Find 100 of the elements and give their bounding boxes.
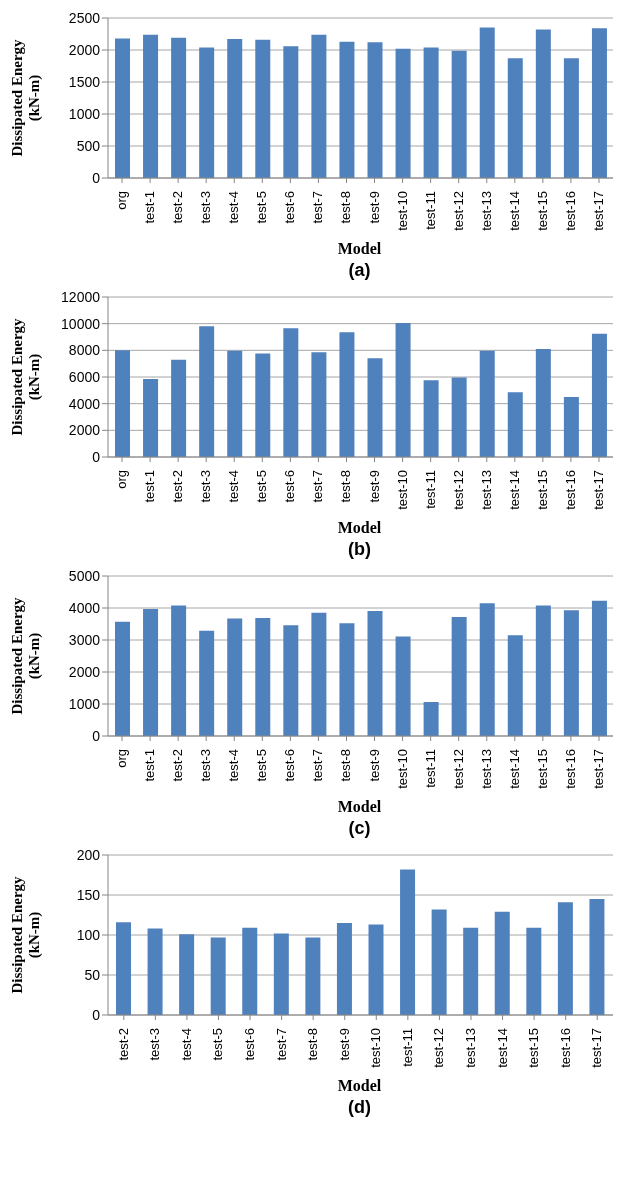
bar xyxy=(255,39,271,178)
x-tick-label: test-6 xyxy=(282,470,298,503)
x-tick-label: test-16 xyxy=(562,191,578,231)
bar xyxy=(589,899,605,1015)
bar xyxy=(451,377,467,457)
bar xyxy=(535,349,551,457)
bar xyxy=(535,29,551,178)
bar xyxy=(368,924,384,1015)
bar xyxy=(171,605,187,736)
bar xyxy=(526,927,542,1015)
y-tick-label: 12000 xyxy=(61,288,101,305)
text: (a) xyxy=(347,260,372,281)
bar xyxy=(227,39,243,178)
bar xyxy=(171,359,187,457)
y-tick-label: 2000 xyxy=(68,41,101,58)
bar xyxy=(143,34,159,178)
bar xyxy=(395,636,411,736)
bar xyxy=(563,397,579,457)
bar xyxy=(451,50,467,178)
x-tick-label: test-16 xyxy=(562,470,578,510)
text: (c) xyxy=(347,818,372,839)
x-tick-label: test-12 xyxy=(450,470,466,510)
x-tick-label: test-3 xyxy=(147,1028,163,1061)
bar xyxy=(494,911,510,1015)
bar xyxy=(227,618,243,736)
bar xyxy=(179,934,195,1015)
x-tick-label: test-4 xyxy=(226,470,242,503)
bar xyxy=(283,625,299,736)
x-tick-label: test-14 xyxy=(506,470,522,510)
x-tick-label: test-16 xyxy=(562,749,578,789)
y-tick-label: 50 xyxy=(84,966,101,983)
x-tick-label: test-9 xyxy=(366,191,382,224)
y-tick-label: 1000 xyxy=(68,105,101,122)
x-axis-title: Model xyxy=(336,1077,383,1095)
bar xyxy=(199,47,215,178)
x-tick-label: test-9 xyxy=(366,749,382,782)
x-tick-label: test-3 xyxy=(198,749,214,782)
text: (d) xyxy=(347,1097,372,1118)
x-tick-label: test-13 xyxy=(478,470,494,510)
bar xyxy=(563,610,579,736)
y-tick-label: 100 xyxy=(76,926,101,943)
y-tick-label: 150 xyxy=(76,886,101,903)
x-tick-label: test-15 xyxy=(534,749,550,789)
y-tick-label: 3000 xyxy=(68,631,101,648)
bar xyxy=(535,605,551,736)
x-tick-label: org xyxy=(114,470,130,489)
y-tick-label: 10000 xyxy=(61,315,101,332)
bar xyxy=(273,933,289,1015)
text: (b) xyxy=(347,539,372,560)
y-tick-label: 500 xyxy=(76,137,101,154)
x-tick-label: test-15 xyxy=(526,1028,542,1068)
x-tick-label: test-14 xyxy=(494,1028,510,1068)
y-tick-label: 2500 xyxy=(68,9,101,26)
x-tick-label: test-4 xyxy=(226,191,242,224)
x-tick-label: test-10 xyxy=(394,470,410,510)
y-axis-title: Dissipated Energy (kN-m) xyxy=(9,875,43,994)
bar xyxy=(591,333,607,457)
y-tick-label: 0 xyxy=(92,169,101,186)
x-tick-label: test-1 xyxy=(142,470,158,503)
x-tick-label: test-14 xyxy=(506,191,522,231)
bar xyxy=(116,922,131,1015)
x-tick-label: test-15 xyxy=(534,470,550,510)
y-tick-label: 0 xyxy=(92,448,101,465)
y-axis-title: Dissipated Energy (kN-m) xyxy=(9,596,43,715)
y-tick-label: 0 xyxy=(92,1006,101,1023)
bar xyxy=(147,928,163,1015)
bar xyxy=(339,41,355,178)
y-tick-label: 4000 xyxy=(68,395,101,412)
x-tick-label: test-3 xyxy=(198,470,214,503)
x-tick-label: org xyxy=(114,191,130,210)
x-tick-label: test-17 xyxy=(589,1028,605,1068)
bar xyxy=(423,380,439,457)
x-tick-label: test-17 xyxy=(590,749,606,789)
y-tick-label: 4000 xyxy=(68,599,101,616)
bar xyxy=(423,47,439,178)
x-tick-label: test-6 xyxy=(282,749,298,782)
x-tick-label: test-13 xyxy=(478,191,494,231)
x-tick-label: test-8 xyxy=(338,749,354,782)
x-tick-label: test-5 xyxy=(254,191,270,224)
bar xyxy=(242,927,258,1015)
bar xyxy=(479,603,495,736)
bar xyxy=(339,332,355,457)
bar xyxy=(143,379,159,457)
y-axis-title: Dissipated Energy (kN-m) xyxy=(9,38,43,157)
bar xyxy=(339,623,355,736)
bar xyxy=(283,46,299,178)
bar xyxy=(507,392,523,457)
y-tick-label: 1000 xyxy=(68,695,101,712)
x-tick-label: test-10 xyxy=(394,749,410,789)
bar xyxy=(199,630,215,736)
x-tick-label: test-7 xyxy=(310,191,326,224)
x-tick-label: test-12 xyxy=(450,191,466,231)
bar xyxy=(423,702,439,736)
bar xyxy=(283,328,299,457)
x-tick-label: test-9 xyxy=(366,470,382,503)
x-tick-label: test-15 xyxy=(534,191,550,231)
x-tick-label: test-2 xyxy=(170,191,186,224)
x-tick-label: test-2 xyxy=(115,1028,131,1061)
x-tick-label: test-6 xyxy=(242,1028,258,1061)
y-tick-label: 2000 xyxy=(68,663,101,680)
